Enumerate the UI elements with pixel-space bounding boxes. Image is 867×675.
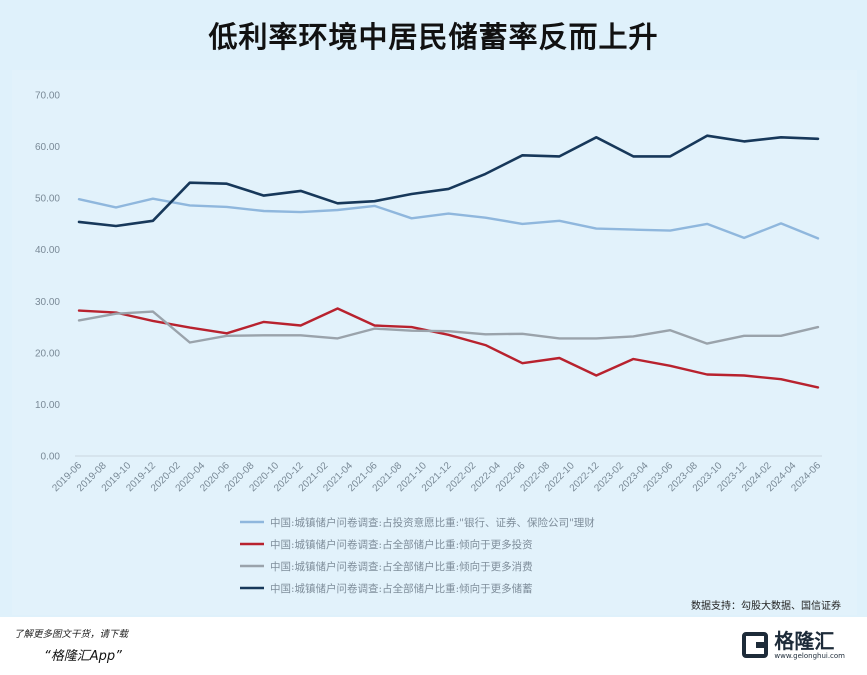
- y-tick-label: 70.00: [35, 91, 60, 102]
- y-tick-label: 10.00: [35, 400, 60, 411]
- series-line-3: [77, 310, 820, 345]
- brand-logo-block: 格隆汇 www.gelonghui.com: [742, 629, 845, 661]
- series-layer: [77, 134, 820, 389]
- legend-label: 中国:城镇储户问卷调查:占投资意愿比重:"银行、证券、保险公司"理财: [270, 516, 595, 529]
- series-line-1: [77, 197, 820, 240]
- footer-app-name: “格隆汇App”: [44, 649, 122, 664]
- brand-name: 格隆汇: [774, 628, 835, 653]
- brand-logo-icon: [742, 632, 769, 658]
- footer-note: 了解更多图文干货，请下载: [14, 629, 129, 640]
- y-tick-label: 60.00: [35, 142, 60, 153]
- y-axis: 0.00 10.00 20.00 30.00 40.00 50.00 60.00 70.00: [35, 91, 60, 463]
- y-tick-label: 40.00: [35, 245, 60, 256]
- y-tick-label: 30.00: [35, 297, 60, 308]
- brand-url: www.gelonghui.com: [774, 651, 845, 660]
- y-tick-label: 0.00: [41, 452, 61, 463]
- x-axis: 2019-062019-082019-102019-122020-022020-…: [50, 455, 823, 494]
- footer-bar: [0, 617, 867, 675]
- legend: 中国:城镇储户问卷调查:占投资意愿比重:"银行、证券、保险公司"理财中国:城镇储…: [240, 516, 595, 595]
- legend-label: 中国:城镇储户问卷调查:占全部储户比重:倾向于更多储蓄: [270, 582, 533, 595]
- chart-title: 低利率环境中居民储蓄率反而上升: [208, 20, 659, 54]
- series-line-2: [77, 307, 820, 389]
- legend-label: 中国:城镇储户问卷调查:占全部储户比重:倾向于更多投资: [270, 538, 533, 551]
- series-line-4: [77, 134, 820, 228]
- legend-label: 中国:城镇储户问卷调查:占全部储户比重:倾向于更多消费: [270, 560, 533, 573]
- y-tick-label: 50.00: [35, 194, 60, 205]
- source-note: 数据支持：勾股大数据、国信证券: [691, 601, 841, 612]
- y-tick-label: 20.00: [35, 348, 60, 359]
